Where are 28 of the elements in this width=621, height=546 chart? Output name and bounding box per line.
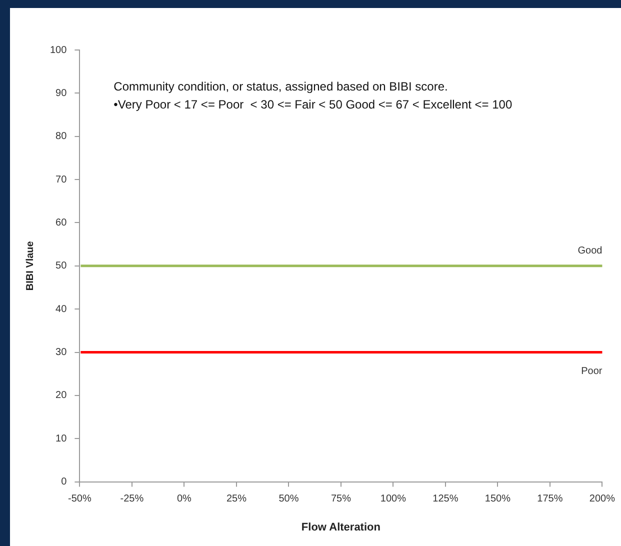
annotation: •Very Poor < 17 <= Poor < 30 <= Fair < 50 Good <= 67 < Excellent <= 100 [114, 97, 512, 112]
y-axis-title: BIBI Vlaue [24, 240, 36, 291]
x-tick-label: 25% [226, 494, 247, 505]
x-tick-label: 75% [330, 494, 352, 505]
ref-line-label: Good [578, 246, 602, 257]
y-tick-label: 0 [61, 476, 68, 488]
x-tick-label: 175% [537, 494, 563, 505]
x-tick-label: 0% [176, 494, 192, 505]
annotation: Community condition, or status, assigned based on BIBI score. [114, 79, 448, 94]
ref-line-label: Poor [581, 366, 603, 378]
x-tick-label: 200% [589, 494, 616, 505]
y-tick-label: 30 [56, 347, 68, 358]
x-tick-label: 100% [380, 494, 406, 505]
x-tick-label: -25% [120, 494, 144, 505]
y-tick-label: 100 [50, 44, 68, 56]
y-tick-label: 20 [56, 390, 68, 402]
y-tick-label: 10 [56, 433, 68, 444]
y-tick-label: 50 [56, 260, 68, 272]
x-tick-label: 150% [484, 494, 511, 505]
y-tick-label: 70 [56, 174, 68, 186]
y-tick-label: 40 [56, 304, 68, 315]
x-axis-title: Flow Alteration [301, 521, 381, 534]
y-tick-label: 90 [56, 88, 68, 99]
x-tick-label: 125% [432, 494, 458, 505]
y-tick-label: 60 [56, 217, 68, 228]
y-tick-label: 80 [56, 131, 68, 142]
x-tick-label: -50% [68, 494, 92, 505]
x-tick-label: 50% [278, 494, 299, 505]
